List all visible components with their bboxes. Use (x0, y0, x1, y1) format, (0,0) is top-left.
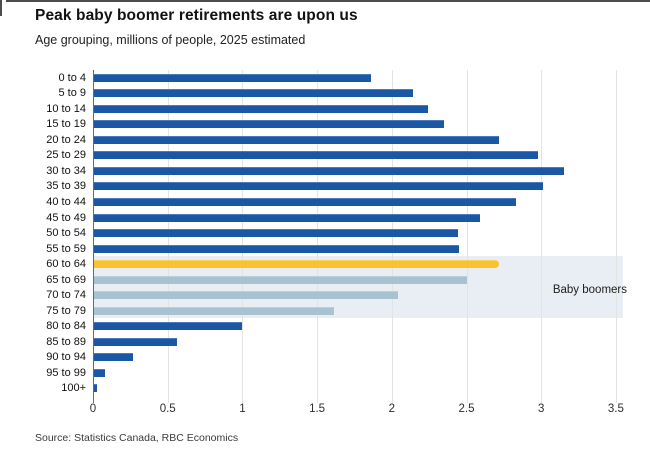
bar-row: 60 to 64 (46, 256, 630, 272)
category-label: 35 to 39 (46, 180, 86, 193)
category-label: 70 to 74 (46, 289, 86, 302)
bar (93, 229, 458, 238)
category-label: 65 to 69 (46, 273, 86, 286)
bar (93, 353, 134, 362)
category-label: 5 to 9 (58, 87, 86, 100)
category-label: 15 to 19 (46, 118, 86, 131)
x-tick-label: 3 (537, 403, 545, 415)
category-label: 20 to 24 (46, 133, 86, 146)
category-label: 60 to 64 (46, 258, 86, 271)
baby-boomers-label: Baby boomers (552, 284, 627, 296)
bar-row: 100+ (61, 381, 630, 397)
bar-row: 65 to 69 (46, 272, 630, 288)
bar-row: 0 to 4 (58, 70, 630, 86)
category-label: 100+ (61, 382, 86, 395)
category-label: 45 to 49 (46, 211, 86, 224)
gridline (466, 70, 468, 403)
x-tick-label: 1 (239, 403, 246, 415)
bar-row: 20 to 24 (46, 132, 630, 148)
category-label: 90 to 94 (46, 351, 86, 364)
bar (93, 322, 243, 331)
chart-subtitle: Age grouping, millions of people, 2025 e… (35, 33, 306, 47)
bar-row: 85 to 89 (46, 334, 630, 350)
bar (93, 120, 445, 129)
bar-row: 80 to 84 (46, 319, 630, 335)
bar-row: 25 to 29 (46, 148, 630, 164)
category-label: 30 to 34 (46, 164, 86, 177)
bar (93, 213, 480, 222)
bar (93, 337, 177, 346)
category-label: 85 to 89 (46, 335, 86, 348)
x-tick-label: 0.5 (159, 403, 176, 415)
bar-row: 15 to 19 (46, 117, 630, 133)
bar (93, 182, 543, 191)
chart-title: Peak baby boomer retirements are upon us (35, 7, 358, 24)
bar (93, 198, 516, 207)
bar (93, 384, 98, 393)
category-label: 80 to 84 (46, 320, 86, 333)
bar-row: 40 to 44 (46, 194, 630, 210)
category-label: 0 to 4 (58, 71, 86, 84)
gridline (615, 70, 617, 403)
bar-row: 30 to 34 (46, 163, 630, 179)
bar (93, 275, 467, 284)
bar-row: 50 to 54 (46, 225, 630, 241)
source-note: Source: Statistics Canada, RBC Economics (35, 432, 239, 444)
bar-row: 10 to 14 (46, 101, 630, 117)
x-tick-label: 2.5 (458, 403, 475, 415)
bar-row: 70 to 74 (46, 287, 630, 303)
bar (93, 291, 398, 300)
category-label: 40 to 44 (46, 196, 86, 209)
bar (93, 135, 500, 144)
bar-row: 5 to 9 (58, 86, 630, 102)
category-label: 10 to 14 (46, 102, 86, 115)
x-tick-label: 3.5 (607, 403, 624, 415)
category-label: 25 to 29 (46, 149, 86, 162)
bar (93, 166, 564, 175)
bar (93, 151, 539, 160)
bar (93, 73, 371, 82)
x-tick-label: 1.5 (309, 403, 326, 415)
category-label: 95 to 99 (46, 366, 86, 379)
bar-row: 90 to 94 (46, 350, 630, 366)
bar-row: 55 to 59 (46, 241, 630, 257)
bar (93, 368, 105, 377)
frame-edge-left (0, 0, 2, 16)
category-label: 50 to 54 (46, 227, 86, 240)
bar-row: 75 to 79 (46, 303, 630, 319)
category-label: 75 to 79 (46, 304, 86, 317)
bar (93, 89, 413, 98)
y-axis-line (93, 70, 94, 403)
bar (93, 244, 460, 253)
bar (93, 260, 500, 269)
bar (93, 104, 428, 113)
bar-rows: 0 to 4 5 to 9 10 to 14 15 to 19 20 to 24 25 t… (46, 70, 630, 397)
bar (93, 306, 334, 315)
category-label: 55 to 59 (46, 242, 86, 255)
bar-row: 35 to 39 (46, 179, 630, 195)
plot-area: Baby boomers 0 to 4 5 to 9 10 to 14 15 to 1… (46, 70, 630, 415)
x-tick-label: 2 (388, 403, 395, 415)
frame-edge-top (6, 0, 650, 2)
bar-row: 95 to 99 (46, 365, 630, 381)
bar-row: 45 to 49 (46, 210, 630, 226)
gridline (541, 70, 543, 403)
x-tick-label: 0 (89, 403, 97, 415)
